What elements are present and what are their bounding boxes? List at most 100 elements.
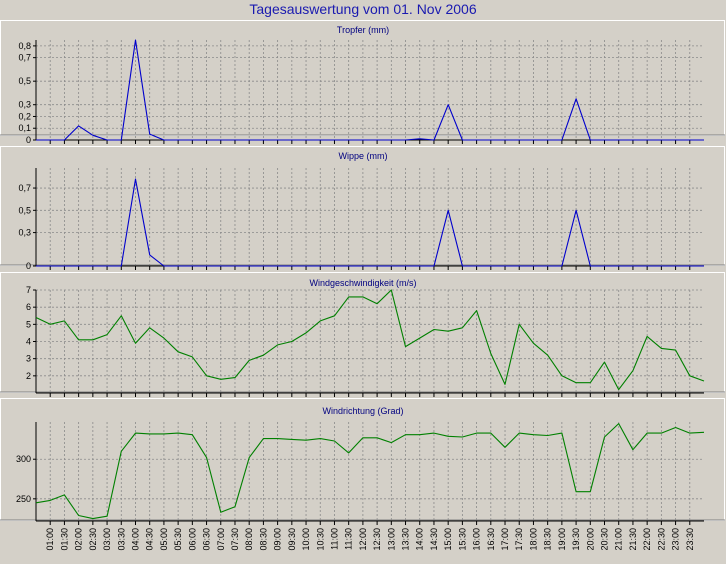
y-tick-label-2-2: 4 — [26, 337, 31, 347]
data-point-1-40 — [603, 265, 605, 267]
data-point-1-1 — [49, 265, 51, 267]
data-point-0-7 — [134, 39, 136, 41]
data-point-2-3 — [77, 339, 79, 341]
data-point-3-43 — [646, 432, 648, 434]
data-point-0-9 — [163, 139, 165, 141]
x-tick-label-17: 09:30 — [287, 528, 297, 551]
x-tick-label-41: 21:30 — [628, 528, 638, 551]
y-tick-label-1-2: 0,5 — [18, 205, 31, 215]
y-tick-label-0-1: 0,1 — [18, 123, 31, 133]
data-point-0-36 — [547, 139, 549, 141]
data-point-3-27 — [419, 434, 421, 436]
data-point-0-35 — [532, 139, 534, 141]
data-point-0-37 — [561, 139, 563, 141]
data-point-3-2 — [63, 494, 65, 496]
y-tick-label-2-1: 3 — [26, 354, 31, 364]
data-point-1-7 — [134, 178, 136, 180]
data-point-0-19 — [305, 139, 307, 141]
data-point-0-25 — [390, 139, 392, 141]
data-point-3-45 — [674, 426, 676, 428]
data-point-3-34 — [518, 432, 520, 434]
x-tick-label-7: 04:30 — [145, 528, 155, 551]
data-point-1-30 — [461, 265, 463, 267]
x-tick-label-15: 08:30 — [258, 528, 268, 551]
x-tick-label-13: 07:30 — [230, 528, 240, 551]
data-point-1-20 — [319, 265, 321, 267]
y-tick-label-0-6: 0,8 — [18, 41, 31, 51]
x-tick-label-21: 11:30 — [344, 528, 354, 550]
data-point-1-37 — [561, 265, 563, 267]
data-point-3-0 — [35, 502, 37, 504]
x-tick-label-3: 02:30 — [88, 528, 98, 551]
data-point-2-21 — [333, 315, 335, 317]
data-point-0-16 — [262, 139, 264, 141]
data-point-3-23 — [362, 437, 364, 439]
x-tick-label-30: 16:00 — [472, 528, 482, 551]
data-point-0-8 — [149, 133, 151, 135]
x-tick-label-22: 12:00 — [358, 528, 368, 551]
x-tick-label-29: 15:30 — [457, 528, 467, 551]
data-point-3-21 — [333, 440, 335, 442]
data-point-2-15 — [248, 359, 250, 361]
data-point-3-38 — [575, 491, 577, 493]
data-point-1-9 — [163, 265, 165, 267]
data-point-3-1 — [49, 499, 51, 501]
data-point-1-35 — [532, 265, 534, 267]
data-point-0-46 — [689, 139, 691, 141]
data-point-0-3 — [77, 125, 79, 127]
data-point-2-6 — [120, 315, 122, 317]
series-line-2 — [35, 289, 705, 391]
y-tick-label-0-5: 0,7 — [18, 53, 31, 63]
data-point-1-21 — [333, 265, 335, 267]
data-point-3-9 — [163, 433, 165, 435]
data-point-0-33 — [504, 139, 506, 141]
data-point-1-41 — [618, 265, 620, 267]
data-point-1-43 — [646, 265, 648, 267]
y-tick-label-2-0: 2 — [26, 371, 31, 381]
data-point-2-24 — [376, 303, 378, 305]
data-point-2-42 — [632, 370, 634, 372]
data-point-1-6 — [120, 265, 122, 267]
data-point-3-13 — [220, 511, 222, 513]
data-point-3-46 — [689, 432, 691, 434]
y-tick-label-1-0: 0 — [26, 261, 31, 271]
data-point-2-13 — [220, 378, 222, 380]
data-point-1-18 — [291, 265, 293, 267]
x-tick-label-43: 22:30 — [656, 528, 666, 551]
panel-title-2: Windgeschwindigkeit (m/s) — [309, 278, 416, 288]
data-point-3-24 — [376, 437, 378, 439]
data-point-2-31 — [475, 309, 477, 311]
data-point-1-31 — [475, 265, 477, 267]
data-point-1-13 — [220, 265, 222, 267]
data-point-3-22 — [348, 452, 350, 454]
data-point-3-6 — [120, 450, 122, 452]
data-point-2-40 — [603, 361, 605, 363]
data-point-2-44 — [660, 347, 662, 349]
data-point-2-0 — [35, 316, 37, 318]
data-point-1-0 — [35, 265, 37, 267]
data-point-1-11 — [191, 265, 193, 267]
data-point-0-31 — [475, 139, 477, 141]
x-tick-label-14: 08:00 — [244, 528, 254, 551]
data-point-1-46 — [689, 265, 691, 267]
data-point-3-10 — [177, 432, 179, 434]
x-tick-label-1: 01:30 — [59, 528, 69, 551]
data-point-1-38 — [575, 209, 577, 211]
data-point-3-30 — [461, 436, 463, 438]
x-tick-label-16: 09:00 — [273, 528, 283, 551]
data-point-1-15 — [248, 265, 250, 267]
data-point-3-26 — [404, 434, 406, 436]
data-point-0-20 — [319, 139, 321, 141]
data-point-2-20 — [319, 320, 321, 322]
data-point-0-2 — [63, 139, 65, 141]
data-point-0-0 — [35, 139, 37, 141]
y-tick-label-3-1: 300 — [16, 454, 31, 464]
data-point-2-12 — [205, 375, 207, 377]
data-point-2-25 — [390, 289, 392, 291]
data-point-2-2 — [63, 320, 65, 322]
y-tick-label-0-4: 0,5 — [18, 76, 31, 86]
data-point-3-4 — [92, 517, 94, 519]
data-point-0-34 — [518, 139, 520, 141]
data-point-1-44 — [660, 265, 662, 267]
data-point-2-37 — [561, 375, 563, 377]
